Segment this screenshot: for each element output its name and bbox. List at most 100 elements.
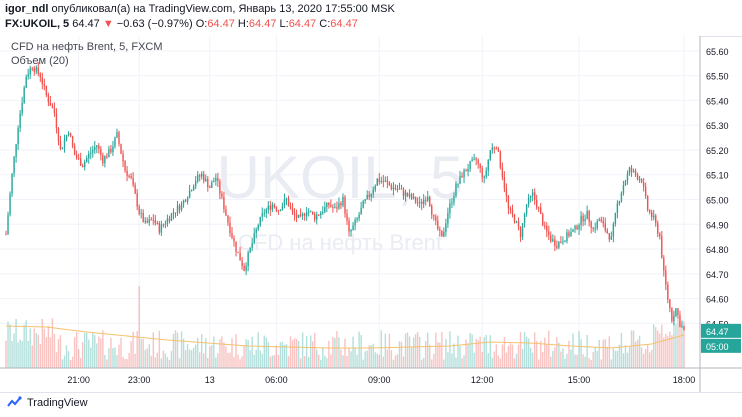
candle-body — [582, 215, 584, 222]
candle-body — [275, 207, 278, 211]
candle-body — [600, 219, 602, 222]
volume-bar — [408, 336, 411, 368]
candle-body — [301, 213, 304, 216]
candle-body — [237, 251, 239, 253]
volume-bar — [546, 343, 548, 368]
price-tick-label: 64.60 — [706, 295, 729, 305]
candle-body — [414, 196, 417, 203]
volume-bar — [100, 338, 102, 368]
price-chart[interactable]: UKOIL, 5 CFD на нефть Brent 65.6065.5065… — [0, 36, 742, 392]
volume-bar — [98, 336, 100, 368]
volume-bar — [291, 340, 294, 368]
candle-body — [13, 156, 15, 174]
volume-bar — [485, 335, 487, 368]
volume-bar — [63, 355, 66, 368]
candle-body — [320, 212, 322, 216]
candle-body — [29, 68, 31, 75]
candle-body — [19, 113, 21, 129]
volume-bar — [513, 358, 516, 368]
volume-bar — [162, 350, 165, 368]
volume-bar — [616, 350, 619, 368]
volume-bar — [481, 351, 483, 368]
candle-body — [420, 201, 423, 204]
candle-body — [184, 200, 187, 202]
volume-bar — [368, 345, 370, 368]
candle-body — [501, 167, 504, 178]
symbol-name: FX:UKOIL, 5 — [5, 18, 70, 30]
volume-bar — [636, 339, 639, 368]
volume-bar — [511, 344, 514, 368]
time-tick-label: 06:00 — [265, 375, 288, 385]
volume-bar — [650, 350, 653, 368]
change-arrow-icon: ▼ — [102, 18, 114, 30]
candle-body — [483, 176, 485, 178]
volume-bar — [412, 337, 415, 368]
volume-bar — [316, 349, 318, 368]
candle-body — [223, 196, 225, 210]
volume-bar — [9, 324, 11, 368]
volume-bar — [443, 359, 445, 368]
last-price: 64.47 — [72, 18, 100, 30]
candle-body — [655, 215, 657, 224]
candle-body — [31, 68, 33, 70]
candle-body — [15, 144, 17, 157]
candle-body — [554, 239, 556, 246]
candle-body — [406, 192, 409, 197]
volume-bar — [588, 358, 590, 368]
candle-body — [431, 206, 433, 215]
price-axis[interactable]: 65.60 65.50 65.40 65.30 65.20 65.10 65.00 64.90… — [706, 47, 729, 330]
candle-body — [41, 77, 44, 84]
volume-bar — [663, 337, 665, 368]
candle-body — [194, 181, 197, 187]
volume-bar — [566, 353, 568, 368]
candle-body — [356, 218, 358, 220]
candle-body — [626, 173, 629, 181]
candle-body — [376, 178, 378, 186]
candle-body — [384, 180, 387, 182]
volume-bar — [344, 338, 346, 368]
volume-bar — [227, 352, 229, 368]
countdown-badge-label: 05:00 — [706, 342, 729, 352]
candle-body — [634, 170, 637, 175]
volume-bar — [406, 332, 409, 368]
volume-bar — [673, 312, 675, 368]
candle-body — [243, 265, 245, 271]
high-value: 64.47 — [248, 18, 277, 30]
candle-body — [328, 202, 330, 206]
time-axis[interactable]: 21:00 23:00 13 06:00 09:00 12:00 15:00 18:00 — [67, 375, 695, 385]
candle-body — [37, 67, 39, 74]
candle-body — [190, 190, 193, 192]
candle-body — [340, 203, 342, 206]
volume-bar — [380, 330, 383, 368]
volume-bar — [364, 351, 366, 368]
volume-bar — [249, 350, 251, 368]
candle-body — [542, 213, 544, 226]
volume-bar — [457, 335, 459, 368]
candle-body — [657, 223, 659, 234]
price-tick-label: 65.40 — [706, 96, 729, 106]
volume-bar — [86, 333, 88, 368]
candle-body — [646, 195, 649, 211]
volume-bar — [594, 346, 596, 368]
candle-body — [560, 241, 562, 243]
tradingview-brand[interactable]: TradingView — [6, 396, 88, 410]
candle-body — [92, 149, 94, 153]
candle-body — [176, 205, 179, 213]
volume-bar — [275, 345, 278, 368]
volume-bar — [67, 351, 70, 368]
volume-bar — [5, 340, 7, 368]
price-tick-label: 64.90 — [706, 220, 729, 230]
volume-bar — [330, 354, 332, 368]
volume-bar — [285, 344, 288, 368]
candle-body — [186, 197, 189, 202]
candle-body — [94, 147, 96, 150]
volume-bar — [328, 340, 330, 368]
volume-bar — [235, 333, 237, 368]
candle-body — [116, 132, 118, 138]
candle-body — [67, 133, 70, 136]
volume-bar — [148, 344, 150, 368]
volume-bar — [37, 334, 39, 368]
author-name[interactable]: igor_ndl — [5, 3, 49, 15]
candle-body — [124, 161, 126, 171]
volume-bar — [73, 337, 76, 368]
